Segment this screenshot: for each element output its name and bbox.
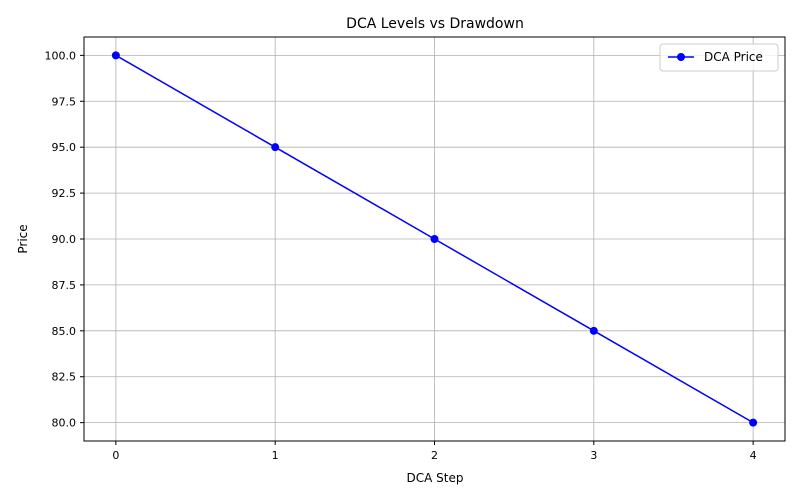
y-tick-label: 87.5 (52, 279, 77, 292)
y-tick-label: 82.5 (52, 371, 77, 384)
y-tick-label: 92.5 (52, 187, 77, 200)
data-point (271, 143, 280, 152)
x-tick-label: 0 (112, 449, 119, 462)
y-axis-label: Price (16, 224, 30, 253)
axes: 0 1 2 3 4 80.0 82.5 85.0 87.5 90.0 92.5 95.0 97.5 100… (45, 36, 786, 462)
data-point (111, 51, 120, 60)
y-tick-label: 100.0 (45, 49, 77, 62)
y-tick-label: 80.0 (52, 417, 77, 430)
chart-title: DCA Levels vs Drawdown (346, 16, 524, 32)
labels: DCA Levels vs Drawdown DCA Step Price (16, 16, 524, 485)
x-tick-label: 3 (590, 449, 597, 462)
legend-label: DCA Price (704, 50, 763, 64)
data-point (749, 418, 758, 427)
legend-box (659, 43, 779, 72)
series (111, 51, 758, 427)
x-tick-label: 2 (431, 449, 438, 462)
y-tick-label: 97.5 (52, 95, 77, 108)
y-tick-label: 85.0 (52, 325, 77, 338)
y-tick-label: 95.0 (52, 141, 77, 154)
x-tick-label: 4 (750, 449, 757, 462)
data-point (430, 235, 439, 243)
data-point (589, 326, 598, 335)
legend-marker-swatch (677, 53, 685, 61)
x-tick-label: 1 (272, 449, 279, 462)
legend: DCA Price (659, 43, 779, 72)
y-tick-label: 90.0 (52, 233, 77, 246)
x-axis-label: DCA Step (407, 471, 464, 485)
